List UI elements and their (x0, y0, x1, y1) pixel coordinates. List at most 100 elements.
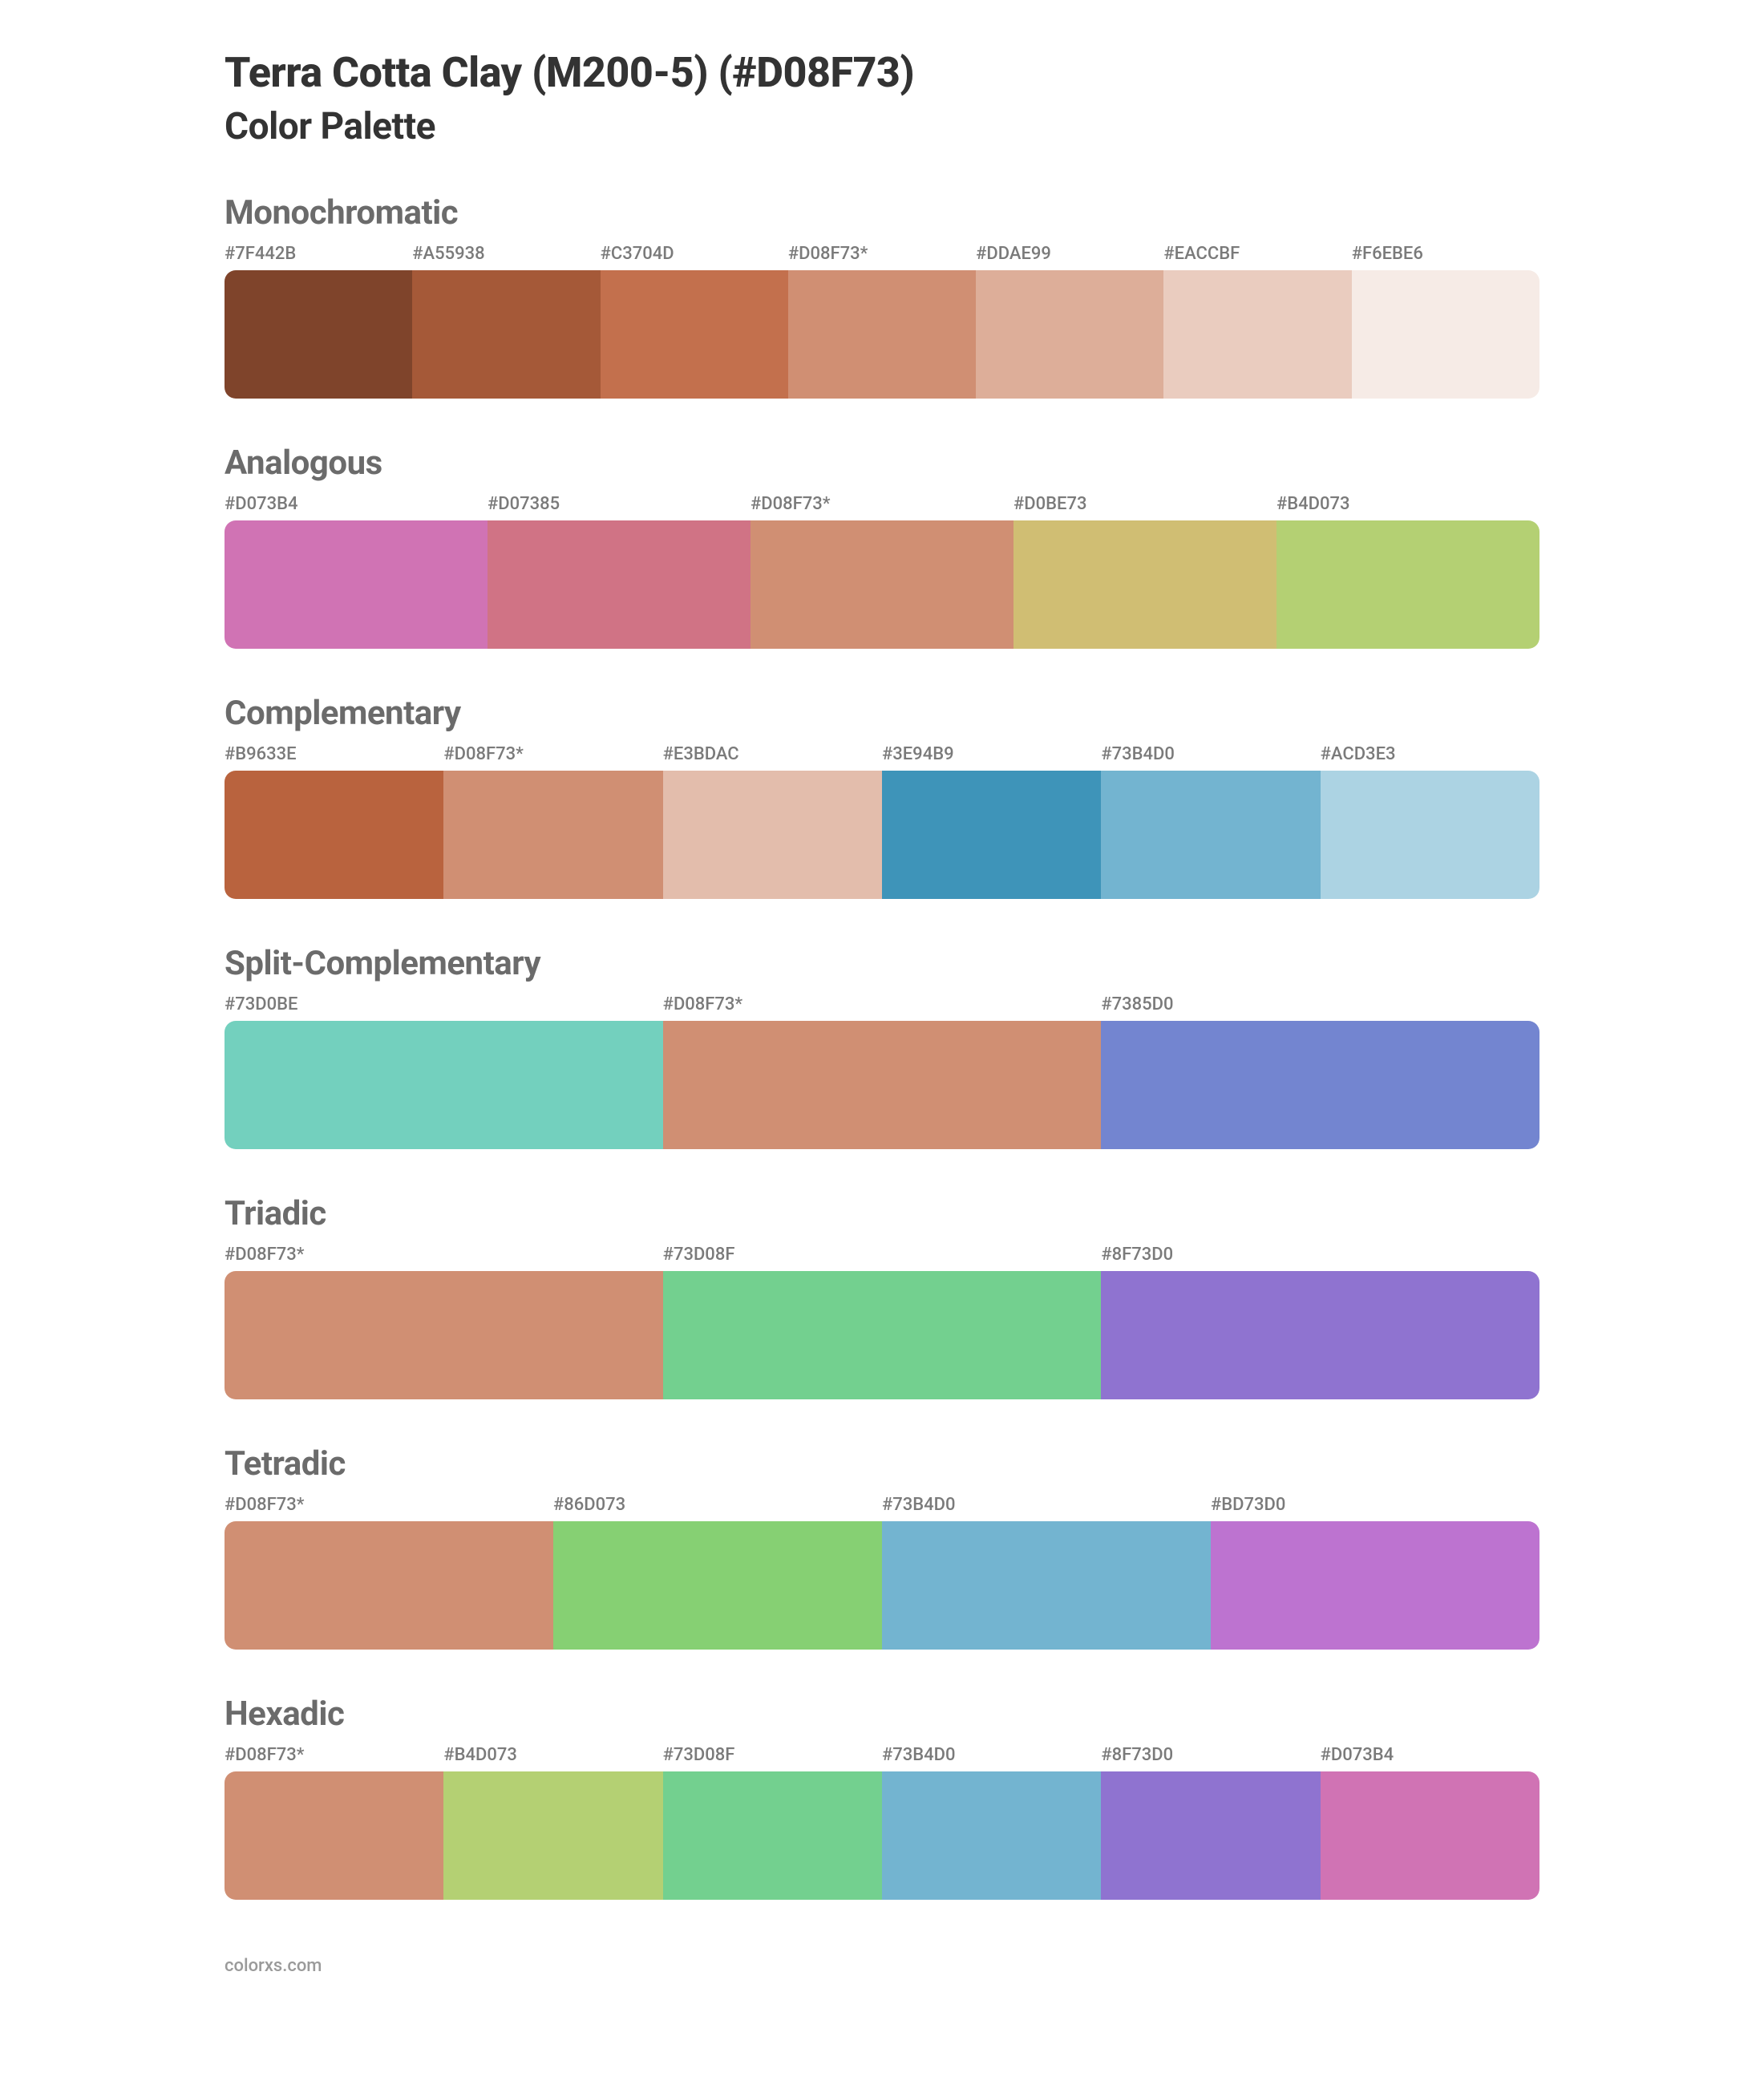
color-swatch[interactable]: #73D08F (663, 1245, 1102, 1399)
color-swatch[interactable]: #D08F73* (225, 1495, 553, 1650)
palette-section: Analogous#D073B4#D07385#D08F73*#D0BE73#B… (225, 443, 1539, 649)
swatch-label: #B4D073 (1276, 494, 1539, 514)
section-title: Tetradic (225, 1444, 1539, 1484)
swatch-block (882, 771, 1101, 899)
color-swatch[interactable]: #73B4D0 (1101, 744, 1320, 899)
swatch-block (601, 270, 788, 399)
swatch-label: #D07385 (488, 494, 751, 514)
palette-section: Complementary #B9633E#D08F73*#E3BDAC#3E94… (225, 694, 1539, 899)
color-swatch[interactable]: #EACCBF (1163, 244, 1351, 399)
color-swatch[interactable]: #73B4D0 (882, 1745, 1101, 1900)
color-swatch[interactable]: #D07385 (488, 494, 751, 649)
color-swatch[interactable]: #B4D073 (443, 1745, 662, 1900)
swatch-block (1211, 1521, 1539, 1650)
swatch-row: #D073B4#D07385#D08F73*#D0BE73#B4D073 (225, 494, 1539, 649)
swatch-label: #BD73D0 (1211, 1495, 1539, 1515)
color-swatch[interactable]: #A55938 (412, 244, 600, 399)
swatch-block (1163, 270, 1351, 399)
color-swatch[interactable]: #D08F73* (225, 1745, 443, 1900)
swatch-block (225, 1771, 443, 1900)
swatch-label: #73B4D0 (882, 1495, 1211, 1515)
swatch-label: #F6EBE6 (1352, 244, 1539, 264)
color-swatch[interactable]: #BD73D0 (1211, 1495, 1539, 1650)
swatch-label: #ACD3E3 (1321, 744, 1539, 764)
swatch-label: #B4D073 (443, 1745, 662, 1765)
swatch-row: #D08F73*#86D073#73B4D0#BD73D0 (225, 1495, 1539, 1650)
color-swatch[interactable]: #73D0BE (225, 994, 663, 1149)
swatch-block (225, 520, 488, 649)
swatch-label: #D08F73* (443, 744, 662, 764)
swatch-block (488, 520, 751, 649)
swatch-block (1352, 270, 1539, 399)
color-swatch[interactable]: #D08F73* (443, 744, 662, 899)
swatch-label: #8F73D0 (1101, 1745, 1320, 1765)
swatch-block (663, 771, 882, 899)
swatch-label: #C3704D (601, 244, 788, 264)
color-swatch[interactable]: #3E94B9 (882, 744, 1101, 899)
color-swatch[interactable]: #86D073 (553, 1495, 882, 1650)
palette-section: Tetradic #D08F73*#86D073#73B4D0#BD73D0 (225, 1444, 1539, 1650)
section-title: Monochromatic (225, 193, 1539, 233)
swatch-row: #D08F73*#73D08F#8F73D0 (225, 1245, 1539, 1399)
color-swatch[interactable]: #7385D0 (1101, 994, 1539, 1149)
swatch-block (1101, 1771, 1320, 1900)
color-swatch[interactable]: #8F73D0 (1101, 1245, 1539, 1399)
palette-section: Triadic #D08F73*#73D08F#8F73D0 (225, 1194, 1539, 1399)
swatch-block (663, 1771, 882, 1900)
color-swatch[interactable]: #D08F73* (751, 494, 1013, 649)
color-swatch[interactable]: #7F442B (225, 244, 412, 399)
swatch-label: #D08F73* (663, 994, 1102, 1014)
color-swatch[interactable]: #D08F73* (225, 1245, 663, 1399)
swatch-label: #A55938 (412, 244, 600, 264)
swatch-block (225, 1021, 663, 1149)
swatch-block (1101, 771, 1320, 899)
color-swatch[interactable]: #ACD3E3 (1321, 744, 1539, 899)
swatch-label: #73B4D0 (1101, 744, 1320, 764)
footer-credit: colorxs.com (225, 1956, 1539, 1976)
color-swatch[interactable]: #D0BE73 (1013, 494, 1276, 649)
swatch-label: #86D073 (553, 1495, 882, 1515)
swatch-block (1101, 1021, 1539, 1149)
swatch-block (788, 270, 976, 399)
color-swatch[interactable]: #B9633E (225, 744, 443, 899)
swatch-label: #D08F73* (225, 1245, 663, 1265)
swatch-block (553, 1521, 882, 1650)
color-swatch[interactable]: #F6EBE6 (1352, 244, 1539, 399)
color-swatch[interactable]: #DDAE99 (976, 244, 1163, 399)
section-title: Hexadic (225, 1694, 1539, 1734)
swatch-block (663, 1271, 1102, 1399)
color-swatch[interactable]: #8F73D0 (1101, 1745, 1320, 1900)
color-swatch[interactable]: #D08F73* (663, 994, 1102, 1149)
swatch-block (1013, 520, 1276, 649)
swatch-label: #B9633E (225, 744, 443, 764)
section-title: Complementary (225, 694, 1539, 733)
swatch-block (225, 771, 443, 899)
swatch-row: #D08F73*#B4D073#73D08F#73B4D0#8F73D0#D07… (225, 1745, 1539, 1900)
color-swatch[interactable]: #B4D073 (1276, 494, 1539, 649)
color-swatch[interactable]: #E3BDAC (663, 744, 882, 899)
swatch-label: #D073B4 (225, 494, 488, 514)
color-swatch[interactable]: #C3704D (601, 244, 788, 399)
palette-sections: Monochromatic#7F442B#A55938#C3704D#D08F7… (225, 193, 1539, 1900)
swatch-label: #73D08F (663, 1745, 882, 1765)
swatch-block (225, 1271, 663, 1399)
color-swatch[interactable]: #73D08F (663, 1745, 882, 1900)
swatch-label: #EACCBF (1163, 244, 1351, 264)
color-swatch[interactable]: #73B4D0 (882, 1495, 1211, 1650)
swatch-block (443, 771, 662, 899)
swatch-block (882, 1771, 1101, 1900)
color-swatch[interactable]: #D073B4 (225, 494, 488, 649)
color-swatch[interactable]: #D073B4 (1321, 1745, 1539, 1900)
swatch-block (443, 1771, 662, 1900)
palette-section: Monochromatic #7F442B#A55938#C3704D#D08F7… (225, 193, 1539, 399)
swatch-block (976, 270, 1163, 399)
page-title: Terra Cotta Clay (M200-5) (#D08F73) (225, 48, 1539, 97)
color-swatch[interactable]: #D08F73* (788, 244, 976, 399)
swatch-label: #E3BDAC (663, 744, 882, 764)
swatch-label: #7385D0 (1101, 994, 1539, 1014)
section-title: Triadic (225, 1194, 1539, 1233)
swatch-block (751, 520, 1013, 649)
swatch-label: #D073B4 (1321, 1745, 1539, 1765)
swatch-label: #DDAE99 (976, 244, 1163, 264)
swatch-label: #D08F73* (751, 494, 1013, 514)
